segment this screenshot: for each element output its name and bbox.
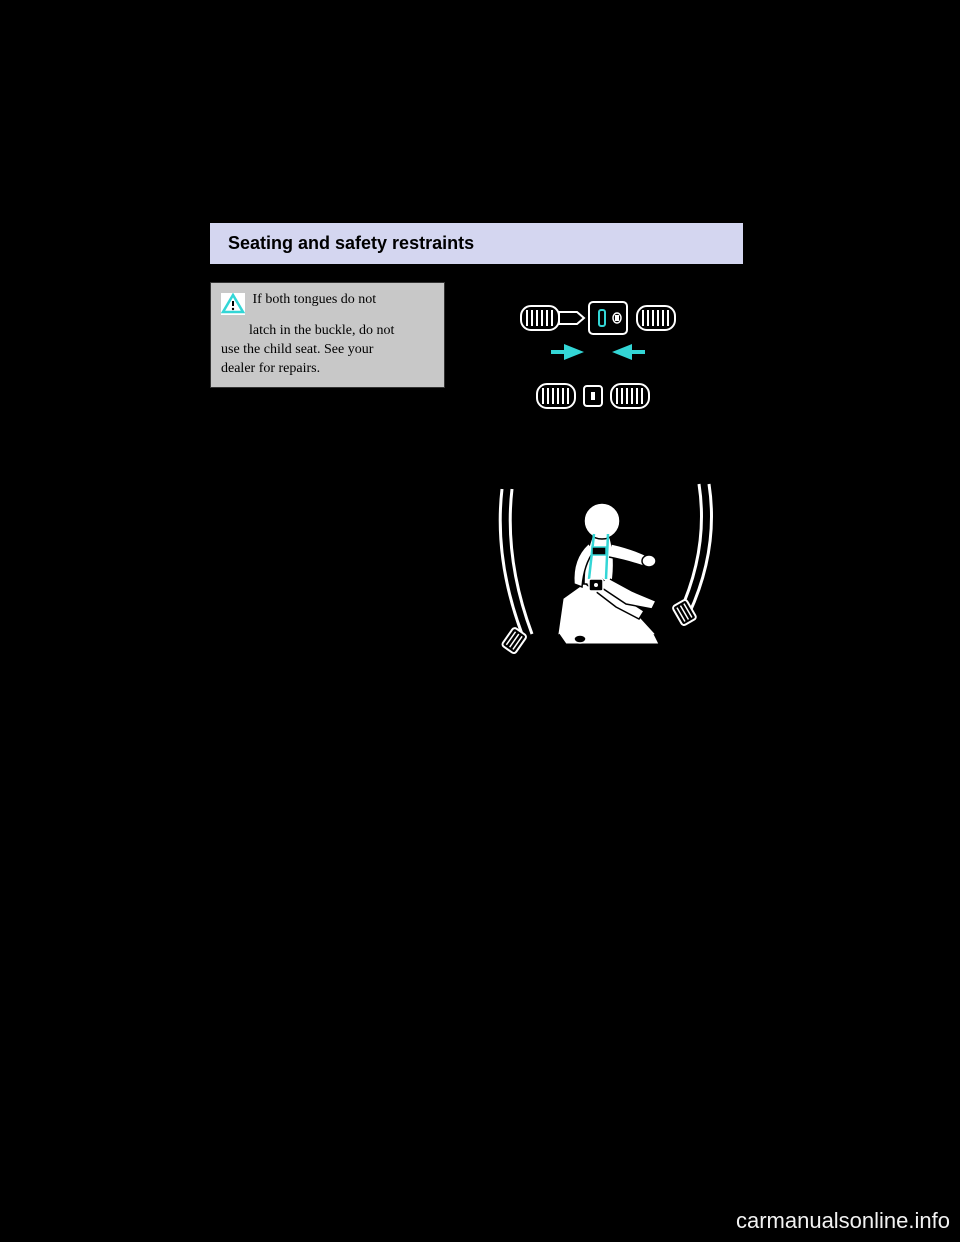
watermark-text: carmanualsonline.info: [736, 1208, 950, 1233]
warning-text-3: use the child seat. See your: [221, 341, 434, 360]
section-title: Seating and safety restraints: [228, 233, 474, 253]
left-column: If both tongues do not latch in the buck…: [210, 282, 460, 669]
warning-icon: [221, 293, 245, 322]
watermark: carmanualsonline.info: [736, 1208, 950, 1234]
page-content: If both tongues do not latch in the buck…: [210, 264, 743, 669]
instruction-para-2: 5. To unbuckle the child seat belt, push…: [210, 498, 445, 537]
warning-box: If both tongues do not latch in the buck…: [210, 282, 445, 388]
section-header: Seating and safety restraints: [210, 223, 743, 264]
child-seat-diagram: [470, 479, 743, 669]
buckle-diagram: [470, 294, 743, 444]
warning-text-1: If both tongues do not: [253, 292, 377, 307]
warning-text-2: latch in the buckle, do not: [221, 322, 434, 341]
warning-text-4: dealer for repairs.: [221, 360, 434, 379]
right-column: [460, 282, 743, 669]
instruction-text: 4. Adjust the shoulder belts so that the…: [210, 406, 445, 538]
instruction-para-1: 4. Adjust the shoulder belts so that the…: [210, 406, 445, 484]
manual-page: Seating and safety restraints If both to…: [210, 223, 743, 669]
